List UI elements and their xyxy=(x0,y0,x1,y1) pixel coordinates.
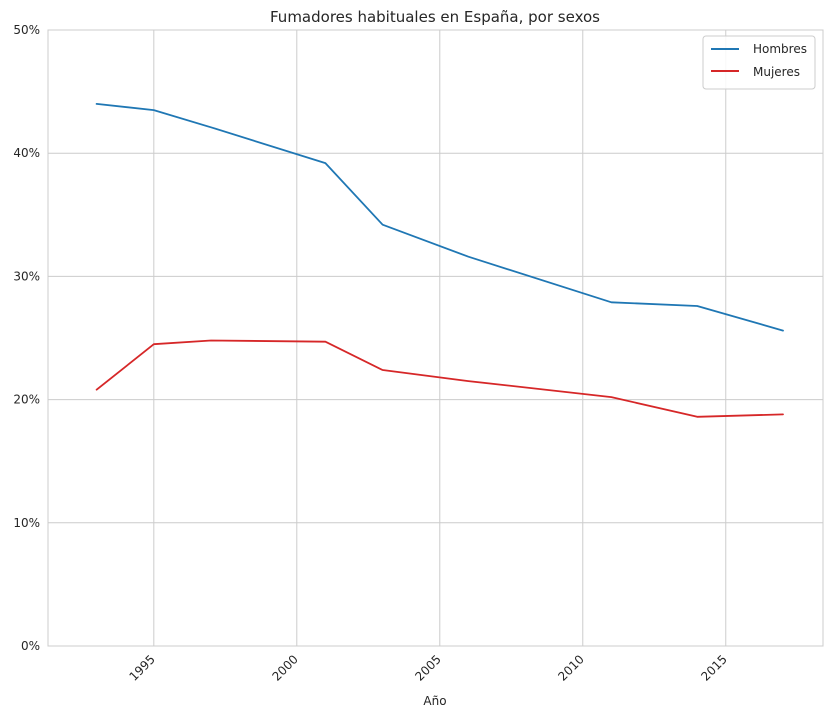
plot-frame xyxy=(47,29,824,647)
legend: Hombres Mujeres xyxy=(702,35,816,90)
y-tick-label: 10% xyxy=(13,516,40,530)
y-tick-labels: 0% 10% 20% 30% 40% 50% xyxy=(13,23,40,653)
x-axis-label: Año xyxy=(423,694,446,708)
series-line-mujeres xyxy=(95,339,784,418)
series-line-hombres xyxy=(95,103,784,332)
series-layer xyxy=(95,103,784,418)
legend-label-hombres: Hombres xyxy=(753,42,807,56)
chart-title: Fumadores habituales en España, por sexo… xyxy=(270,8,600,26)
y-tick-label: 40% xyxy=(13,146,40,160)
y-tick-label: 50% xyxy=(13,23,40,37)
legend-label-mujeres: Mujeres xyxy=(753,65,800,79)
y-tick-label: 30% xyxy=(13,269,40,283)
y-tick-label: 0% xyxy=(21,639,40,653)
grid-lines xyxy=(48,29,823,647)
y-tick-label: 20% xyxy=(13,393,40,407)
